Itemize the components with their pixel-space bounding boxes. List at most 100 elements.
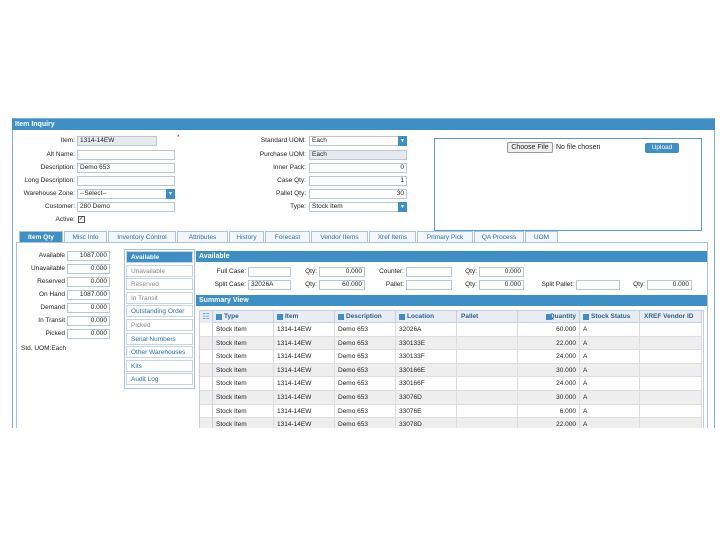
column-header[interactable]: Description [335, 311, 396, 323]
nav-item[interactable]: Kits [126, 359, 193, 372]
field-label: Pallet Qty: [276, 190, 306, 197]
column-header[interactable]: Pallet [457, 311, 518, 323]
input[interactable]: 1 [309, 176, 407, 186]
input[interactable]: Each [309, 136, 407, 146]
field-label: Case Qty: [277, 177, 306, 184]
qty-label: Picked [45, 330, 65, 337]
tab[interactable]: Inventory Control [108, 231, 176, 242]
cut-edge [0, 428, 726, 545]
field-label: Description: [40, 164, 75, 171]
column-header[interactable]: Location [396, 311, 457, 323]
tab[interactable]: Xref Items [369, 231, 416, 242]
column-header[interactable]: XREF Vendor ID [640, 311, 702, 323]
nav-item[interactable]: Outstanding Order [126, 305, 193, 318]
input[interactable]: Demo 653 [77, 163, 175, 173]
nav-item[interactable]: Available [126, 251, 193, 263]
cell: 6.000 [518, 404, 580, 419]
input[interactable] [77, 150, 175, 160]
cell: 33076E [396, 404, 457, 419]
input[interactable]: 32026A [248, 280, 291, 290]
qty-label: Reserved [37, 278, 65, 285]
cell [457, 391, 518, 405]
cell: Stock Item [213, 336, 274, 351]
input[interactable]: 0.000 [479, 280, 524, 290]
input[interactable]: 0.000 [647, 280, 692, 290]
column-header[interactable]: Item [274, 311, 335, 323]
cell: 24.000 [518, 377, 580, 391]
tab[interactable]: Forecast [265, 231, 310, 242]
column-icon [277, 314, 283, 320]
input[interactable]: --Select-- [77, 189, 175, 199]
input[interactable]: 0.000 [319, 267, 365, 277]
field-label: Type: [290, 203, 306, 210]
column-icon [399, 314, 405, 320]
input[interactable]: 30 [309, 189, 407, 199]
qty-label: On Hand [38, 291, 65, 298]
cell [457, 363, 518, 378]
nav-item[interactable]: Audit Log [126, 373, 193, 386]
choose-file[interactable]: Choose File [507, 142, 553, 153]
required-mark: * [177, 134, 180, 141]
input[interactable]: 0 [309, 163, 407, 173]
cell: 33076D [396, 391, 457, 405]
cell [640, 323, 702, 337]
input[interactable]: 280 Demo [77, 202, 175, 212]
nav-frame [124, 249, 195, 389]
cell: 1314-14EW [274, 404, 335, 419]
cell: 24.000 [518, 350, 580, 364]
column-icon [583, 314, 589, 320]
field-label: Qty: [465, 268, 477, 275]
cell [457, 323, 518, 337]
field-label: Active: [55, 216, 75, 223]
nav-item[interactable]: Unavailable [126, 264, 193, 277]
qty-label: In Transit [38, 317, 65, 324]
tab[interactable]: QA Process [474, 231, 524, 242]
nav-item[interactable]: Other Warehouses [126, 346, 193, 359]
cell [457, 377, 518, 391]
field-label: Purchase UOM: [259, 151, 306, 158]
nav-item[interactable]: Picked [126, 319, 193, 331]
nav-item[interactable]: Reserved [126, 278, 193, 291]
field-label: Full Case: [216, 268, 246, 275]
tab[interactable]: Misc Info [64, 231, 107, 242]
cell: 1314-14EW [274, 350, 335, 364]
input[interactable] [576, 280, 620, 290]
cell: 330166F [396, 377, 457, 391]
field-label: Long Description: [24, 177, 75, 184]
input[interactable]: Each [309, 150, 407, 160]
input[interactable]: 60.000 [319, 280, 365, 290]
column-icon [338, 314, 344, 320]
cell: 1314-14EW [274, 323, 335, 337]
input[interactable]: 1314-14EW [77, 136, 157, 146]
cell: Stock Item [213, 391, 274, 405]
qty-value: 0.000 [67, 316, 110, 326]
nav-item[interactable]: In Transit [126, 291, 193, 304]
input[interactable] [406, 280, 452, 290]
tab[interactable]: History [229, 231, 264, 242]
field-label: Customer: [45, 203, 75, 210]
input[interactable] [248, 267, 291, 277]
column-header[interactable]: Type [213, 311, 274, 323]
input[interactable] [77, 176, 175, 186]
input[interactable] [406, 267, 452, 277]
tab[interactable]: UOM [525, 231, 558, 242]
input[interactable]: 0.000 [479, 267, 524, 277]
tab[interactable]: Vendor Items [311, 231, 368, 242]
input[interactable]: Stock Item [309, 202, 407, 212]
cell: 30.000 [518, 391, 580, 405]
tab[interactable]: Item Qty [19, 231, 63, 242]
row-marker [200, 363, 213, 378]
tab[interactable]: Attributes [177, 231, 228, 242]
row-marker [200, 391, 213, 405]
upload-button[interactable]: Upload [645, 143, 679, 153]
cell: 1314-14EW [274, 363, 335, 378]
nav-item[interactable]: Serial Numbers [126, 332, 193, 345]
field-label: Warehouse Zone: [23, 190, 75, 197]
tab[interactable]: Primary Pick [417, 231, 473, 242]
field-label: Qty: [633, 281, 645, 288]
cell: A [580, 377, 640, 391]
column-header[interactable]: Stock Status [580, 311, 640, 323]
file-status: No file chosen [556, 144, 601, 151]
checkbox[interactable]: ✓ [78, 216, 85, 223]
cell: Demo 653 [335, 350, 396, 364]
